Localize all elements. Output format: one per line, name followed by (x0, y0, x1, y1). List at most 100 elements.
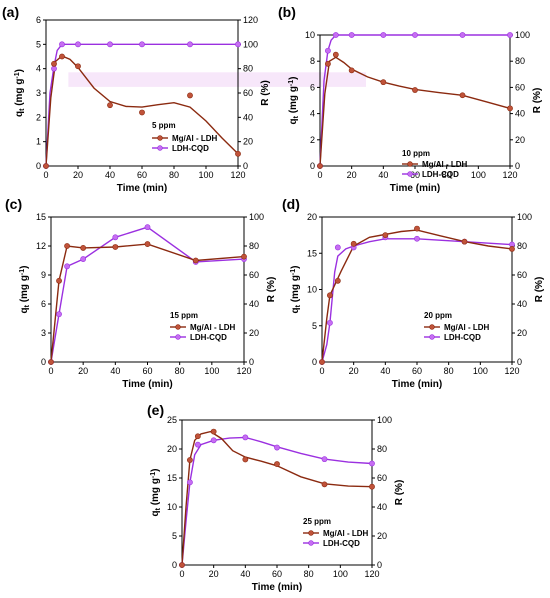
data-point-mg-al-ldh (274, 461, 280, 467)
y-right-tick-label: 80 (243, 64, 253, 74)
panel-label: (d) (282, 196, 300, 212)
y-right-tick-label: 0 (515, 161, 520, 171)
data-point-mg-al-ldh (369, 483, 375, 490)
y-left-tick-label: 5 (172, 531, 177, 541)
data-point-ldh-cqd (507, 32, 513, 38)
legend-marker-mg-al-ldh (407, 161, 413, 167)
y-right-tick-label: 40 (377, 502, 387, 512)
x-tick-label: 0 (48, 366, 53, 376)
x-tick-label: 100 (333, 569, 348, 579)
data-point-ldh-cqd (412, 32, 418, 38)
x-tick-label: 0 (319, 366, 324, 376)
legend-label-ldh-cqd: LDH-CQD (444, 333, 481, 342)
y-left-tick-label: 20 (167, 444, 177, 454)
panel-label: (c) (5, 196, 22, 212)
y-right-tick-label: 20 (249, 328, 259, 338)
data-point-ldh-cqd (459, 32, 466, 38)
y-right-tick-label: 60 (515, 82, 525, 92)
x-tick-label: 40 (380, 366, 390, 376)
data-point-ldh-cqd (325, 47, 331, 54)
y-left-axis-label: qt (mg g-1) (290, 265, 302, 313)
y-left-axis-label: qt (mg g-1) (19, 265, 31, 313)
data-point-mg-al-ldh (192, 257, 199, 264)
x-tick-label: 60 (137, 170, 147, 180)
y-left-tick-label: 12 (36, 241, 46, 251)
x-tick-label: 60 (410, 170, 420, 180)
legend-marker-mg-al-ldh (157, 135, 163, 141)
series-line-mg-al-ldh (319, 56, 511, 167)
y-left-tick-label: 6 (36, 15, 41, 25)
y-left-tick-label: 3 (36, 88, 41, 98)
data-point-mg-al-ldh (350, 240, 357, 247)
legend-label-mg-al-ldh: Mg/Al - LDH (422, 160, 468, 169)
concentration-label: 15 ppm (170, 311, 198, 320)
data-point-ldh-cqd (56, 311, 62, 318)
data-point-mg-al-ldh (412, 87, 418, 93)
x-axis-label: Time (min) (392, 379, 442, 390)
legend-label-ldh-cqd: LDH-CQD (323, 539, 360, 548)
y-right-tick-label: 100 (243, 39, 258, 49)
y-right-tick-label: 20 (515, 135, 525, 145)
data-point-ldh-cqd (380, 32, 387, 38)
y-right-tick-label: 100 (249, 212, 264, 222)
x-tick-label: 120 (364, 569, 379, 579)
data-point-ldh-cqd (235, 41, 241, 48)
data-point-mg-al-ldh (179, 562, 185, 568)
y-left-tick-label: 25 (167, 415, 177, 425)
data-point-mg-al-ldh (144, 241, 151, 247)
x-tick-label: 0 (317, 170, 322, 180)
data-point-mg-al-ldh (107, 102, 113, 109)
x-tick-label: 80 (175, 366, 185, 376)
data-point-mg-al-ldh (319, 359, 325, 365)
x-tick-label: 120 (236, 366, 251, 376)
legend-marker-ldh-cqd (175, 334, 181, 340)
x-axis-label: Time (min) (122, 379, 172, 390)
panel-d: 0 20 40 60 80 100 12005101520020406080100Time … (282, 196, 545, 390)
x-tick-label: 60 (412, 366, 422, 376)
x-tick-label: 100 (198, 170, 213, 180)
data-point-ldh-cqd (51, 65, 57, 72)
data-point-ldh-cqd (332, 32, 339, 38)
x-tick-label: 20 (78, 366, 88, 376)
x-tick-label: 40 (110, 366, 120, 376)
y-left-tick-label: 3 (41, 328, 46, 338)
data-point-ldh-cqd (348, 32, 355, 38)
data-point-ldh-cqd (139, 41, 145, 48)
x-tick-label: 20 (347, 170, 357, 180)
data-point-mg-al-ldh (64, 243, 70, 249)
series-line-mg-al-ldh (50, 243, 245, 363)
legend-label-mg-al-ldh: Mg/Al - LDH (172, 134, 218, 143)
data-point-mg-al-ldh (382, 232, 389, 239)
y-left-tick-label: 5 (36, 39, 41, 49)
data-point-ldh-cqd (321, 456, 328, 463)
x-tick-label: 20 (73, 170, 83, 180)
legend-label-ldh-cqd: LDH-CQD (422, 170, 459, 179)
data-point-mg-al-ldh (48, 359, 54, 365)
y-left-tick-label: 15 (167, 473, 177, 483)
data-point-mg-al-ldh (43, 163, 49, 169)
highlight-band (68, 72, 367, 87)
legend-label-ldh-cqd: LDH-CQD (190, 333, 227, 342)
y-left-tick-label: 0 (310, 161, 315, 171)
data-point-mg-al-ldh (325, 60, 331, 67)
legend-marker-mg-al-ldh (175, 324, 181, 330)
y-left-tick-label: 10 (167, 502, 177, 512)
x-tick-label: 20 (349, 366, 359, 376)
series-line-ldh-cqd (50, 226, 245, 363)
concentration-label: 10 ppm (402, 149, 430, 158)
y-right-tick-label: 40 (515, 109, 525, 119)
data-point-mg-al-ldh (380, 79, 387, 86)
x-axis-label: Time (min) (252, 582, 302, 593)
data-point-mg-al-ldh (507, 105, 513, 112)
x-tick-label: 40 (240, 569, 250, 579)
data-point-ldh-cqd (369, 460, 375, 467)
data-point-mg-al-ldh (187, 457, 193, 463)
data-point-ldh-cqd (334, 244, 341, 251)
legend-label-ldh-cqd: LDH-CQD (172, 144, 209, 153)
y-right-tick-label: 60 (377, 473, 387, 483)
legend-label-mg-al-ldh: Mg/Al - LDH (323, 529, 369, 538)
legend-marker-ldh-cqd (429, 334, 435, 340)
series-line-ldh-cqd (319, 34, 510, 167)
